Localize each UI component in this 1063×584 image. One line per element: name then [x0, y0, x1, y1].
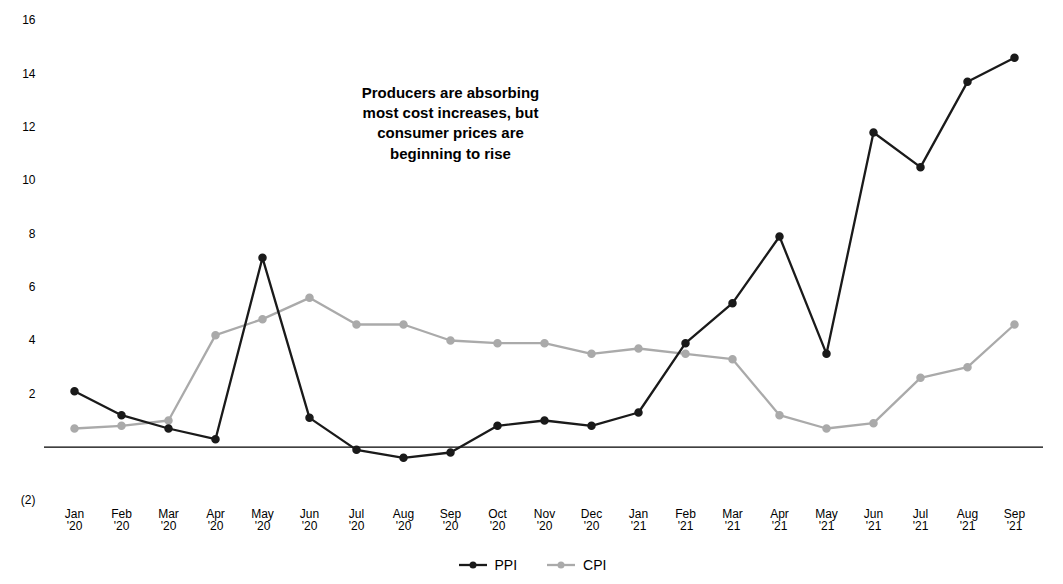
- svg-text:(2): (2): [21, 493, 36, 507]
- svg-text:Apr'20: Apr'20: [206, 507, 225, 533]
- svg-text:Aug'20: Aug'20: [393, 507, 414, 533]
- svg-text:12: 12: [22, 120, 36, 134]
- svg-text:14: 14: [22, 67, 36, 81]
- svg-text:May'20: May'20: [251, 507, 274, 533]
- svg-text:Jun'21: Jun'21: [864, 507, 883, 533]
- svg-text:16: 16: [22, 13, 36, 27]
- svg-text:Sep'20: Sep'20: [440, 507, 462, 533]
- svg-text:Nov'20: Nov'20: [534, 507, 555, 533]
- svg-text:8: 8: [29, 227, 36, 241]
- svg-text:Jan'21: Jan'21: [629, 507, 648, 533]
- svg-text:6: 6: [29, 280, 36, 294]
- svg-text:4: 4: [29, 333, 36, 347]
- html-text:PPI: PPI: [494, 557, 518, 573]
- svg-text:Jan'20: Jan'20: [65, 507, 84, 533]
- svg-text:Jun'20: Jun'20: [300, 507, 319, 533]
- svg-text:May'21: May'21: [815, 507, 838, 533]
- svg-text:Aug'21: Aug'21: [957, 507, 978, 533]
- svg-text:2: 2: [29, 387, 36, 401]
- svg-text:Feb'20: Feb'20: [111, 507, 132, 533]
- svg-text:Apr'21: Apr'21: [770, 507, 789, 533]
- svg-text:Mar'20: Mar'20: [158, 507, 179, 533]
- svg-text:Feb'21: Feb'21: [675, 507, 696, 533]
- html-text:CPI: CPI: [583, 557, 607, 573]
- svg-text:Dec'20: Dec'20: [581, 507, 602, 533]
- svg-text:Oct'20: Oct'20: [488, 507, 507, 533]
- svg-text:Mar'21: Mar'21: [722, 507, 743, 533]
- svg-text:Jul'20: Jul'20: [349, 507, 365, 533]
- svg-text:Jul'21: Jul'21: [913, 507, 929, 533]
- svg-text:Producers are absorbingmost co: Producers are absorbingmost cost increas…: [362, 84, 540, 162]
- svg-text:Sep'21: Sep'21: [1004, 507, 1026, 533]
- svg-text:10: 10: [22, 173, 36, 187]
